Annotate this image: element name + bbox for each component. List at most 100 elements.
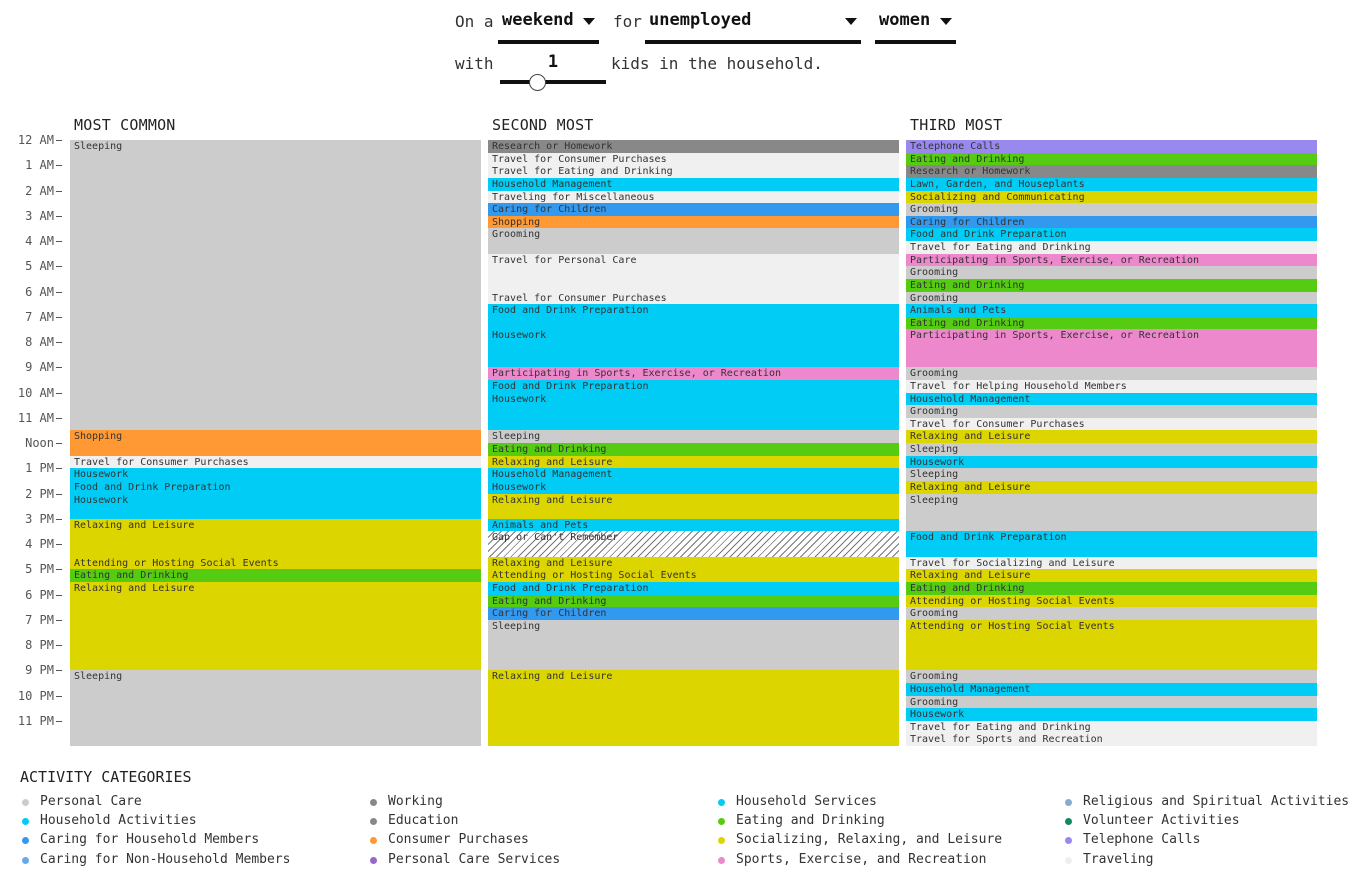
activity-block[interactable]: Relaxing and Leisure — [488, 556, 899, 570]
activity-block[interactable]: Travel for Consumer Purchases — [906, 417, 1317, 431]
activity-block[interactable]: Relaxing and Leisure — [488, 493, 899, 519]
activity-block[interactable]: Grooming — [906, 367, 1317, 380]
activity-block[interactable]: Housework — [906, 708, 1317, 721]
activity-block[interactable]: Household Management — [488, 177, 899, 191]
activity-label: Sleeping — [910, 469, 959, 481]
activity-block[interactable]: Eating and Drinking — [488, 594, 899, 608]
activity-block[interactable]: Travel for Eating and Drinking — [906, 720, 1317, 734]
activity-block[interactable]: Participating in Sports, Exercise, or Re… — [488, 367, 899, 380]
activity-block[interactable]: Relaxing and Leisure — [70, 581, 481, 671]
activity-label: Sleeping — [492, 431, 541, 443]
activity-block[interactable]: Grooming — [488, 228, 899, 254]
activity-block[interactable]: Food and Drink Preparation — [488, 304, 899, 330]
legend-label: Household Services — [736, 794, 877, 809]
activity-block[interactable]: Traveling for Miscellaneous — [488, 190, 899, 204]
activity-block[interactable]: Eating and Drinking — [906, 316, 1317, 330]
activity-block[interactable]: Household Management — [906, 682, 1317, 696]
activity-block[interactable]: Eating and Drinking — [906, 278, 1317, 292]
activity-block[interactable]: Caring for Children — [488, 203, 899, 216]
activity-block[interactable]: Food and Drink Preparation — [906, 531, 1317, 557]
activity-block[interactable]: Research or Homework — [488, 140, 899, 153]
day-select[interactable]: weekend — [498, 10, 599, 44]
activity-block[interactable]: Grooming — [906, 266, 1317, 279]
activity-block[interactable]: Attending or Hosting Social Events — [906, 594, 1317, 608]
activity-block[interactable]: Housework — [488, 329, 899, 368]
activity-block[interactable]: Food and Drink Preparation — [70, 480, 481, 494]
activity-block[interactable]: Grooming — [906, 405, 1317, 418]
kids-slider-handle[interactable] — [529, 74, 547, 91]
activity-block[interactable]: Travel for Consumer Purchases — [70, 455, 481, 469]
activity-block[interactable]: Travel for Eating and Drinking — [488, 165, 899, 178]
activity-block[interactable]: Caring for Children — [906, 215, 1317, 229]
activity-block[interactable]: Animals and Pets — [906, 304, 1317, 317]
activity-block[interactable]: Travel for Personal Care — [488, 253, 899, 292]
activity-block[interactable]: Grooming — [906, 291, 1317, 305]
sex-select[interactable]: women — [875, 10, 956, 44]
activity-block[interactable]: Telephone Calls — [906, 140, 1317, 153]
activity-block[interactable]: Travel for Helping Household Members — [906, 379, 1317, 393]
activity-block[interactable]: Participating in Sports, Exercise, or Re… — [906, 253, 1317, 267]
activity-block[interactable]: Lawn, Garden, and Houseplants — [906, 177, 1317, 191]
employment-select[interactable]: unemployed — [645, 10, 861, 44]
activity-block[interactable]: Sleeping — [906, 443, 1317, 456]
activity-block[interactable]: Socializing and Communicating — [906, 190, 1317, 204]
activity-block[interactable]: Food and Drink Preparation — [906, 228, 1317, 241]
activity-label: Food and Drink Preparation — [492, 380, 649, 392]
legend-dot-icon — [718, 799, 725, 806]
activity-block[interactable]: Travel for Socializing and Leisure — [906, 556, 1317, 570]
activity-block[interactable]: Sleeping — [70, 140, 481, 431]
activity-block[interactable]: Eating and Drinking — [70, 569, 481, 582]
activity-block[interactable]: Household Management — [488, 468, 899, 481]
activity-block[interactable]: Eating and Drinking — [906, 581, 1317, 595]
activity-block[interactable]: Research or Homework — [906, 165, 1317, 178]
activity-block[interactable]: Housework — [906, 455, 1317, 469]
activity-block[interactable]: Food and Drink Preparation — [488, 379, 899, 393]
activity-block[interactable]: Food and Drink Preparation — [488, 581, 899, 595]
activity-block[interactable]: Sleeping — [70, 670, 481, 746]
activity-block[interactable]: Travel for Consumer Purchases — [488, 152, 899, 166]
kids-slider-track[interactable] — [500, 80, 606, 84]
activity-label: Grooming — [910, 267, 959, 279]
activity-block[interactable]: Relaxing and Leisure — [906, 430, 1317, 443]
time-axis-tick: 12 AM — [6, 133, 62, 147]
activity-block[interactable]: Relaxing and Leisure — [906, 569, 1317, 582]
activity-block[interactable]: Relaxing and Leisure — [70, 518, 481, 557]
activity-block[interactable]: Grooming — [906, 203, 1317, 216]
activity-block[interactable]: Animals and Pets — [488, 518, 899, 532]
activity-block[interactable]: Housework — [488, 480, 899, 494]
activity-block[interactable]: Grooming — [906, 607, 1317, 620]
activity-block[interactable]: Grooming — [906, 695, 1317, 709]
activity-block[interactable]: Attending or Hosting Social Events — [70, 556, 481, 570]
activity-block[interactable]: Housework — [488, 392, 899, 431]
column-title-most-common: MOST COMMON — [74, 116, 176, 134]
activity-block[interactable]: Housework — [70, 493, 481, 519]
legend-label: Education — [388, 813, 459, 828]
activity-block[interactable]: Travel for Eating and Drinking — [906, 241, 1317, 254]
activity-block[interactable]: Travel for Sports and Recreation — [906, 733, 1317, 746]
activity-block[interactable]: Participating in Sports, Exercise, or Re… — [906, 329, 1317, 368]
activity-block[interactable]: Travel for Consumer Purchases — [488, 291, 899, 305]
activity-block[interactable]: Attending or Hosting Social Events — [906, 619, 1317, 671]
activity-block[interactable]: Gap or Can't Remember — [488, 531, 899, 557]
legend-dot-icon — [370, 799, 377, 806]
activity-block[interactable]: Household Management — [906, 392, 1317, 406]
activity-block[interactable]: Shopping — [70, 430, 481, 456]
legend-dot-icon — [718, 818, 725, 825]
activity-block[interactable]: Sleeping — [906, 468, 1317, 481]
activity-block[interactable]: Relaxing and Leisure — [488, 455, 899, 469]
activity-block[interactable]: Caring for Children — [488, 607, 899, 620]
activity-block[interactable]: Grooming — [906, 670, 1317, 683]
activity-block[interactable]: Shopping — [488, 215, 899, 229]
activity-block[interactable]: Relaxing and Leisure — [488, 670, 899, 746]
activity-block[interactable]: Housework — [70, 468, 481, 481]
activity-block[interactable]: Eating and Drinking — [906, 152, 1317, 166]
activity-label: Relaxing and Leisure — [492, 671, 613, 683]
activity-block[interactable]: Relaxing and Leisure — [906, 480, 1317, 494]
legend-label: Traveling — [1083, 852, 1154, 867]
activity-block[interactable]: Sleeping — [488, 619, 899, 671]
activity-block[interactable]: Attending or Hosting Social Events — [488, 569, 899, 582]
activity-block[interactable]: Sleeping — [488, 430, 899, 443]
activity-block[interactable]: Sleeping — [906, 493, 1317, 532]
legend-dot-icon — [1065, 799, 1072, 806]
activity-block[interactable]: Eating and Drinking — [488, 443, 899, 456]
